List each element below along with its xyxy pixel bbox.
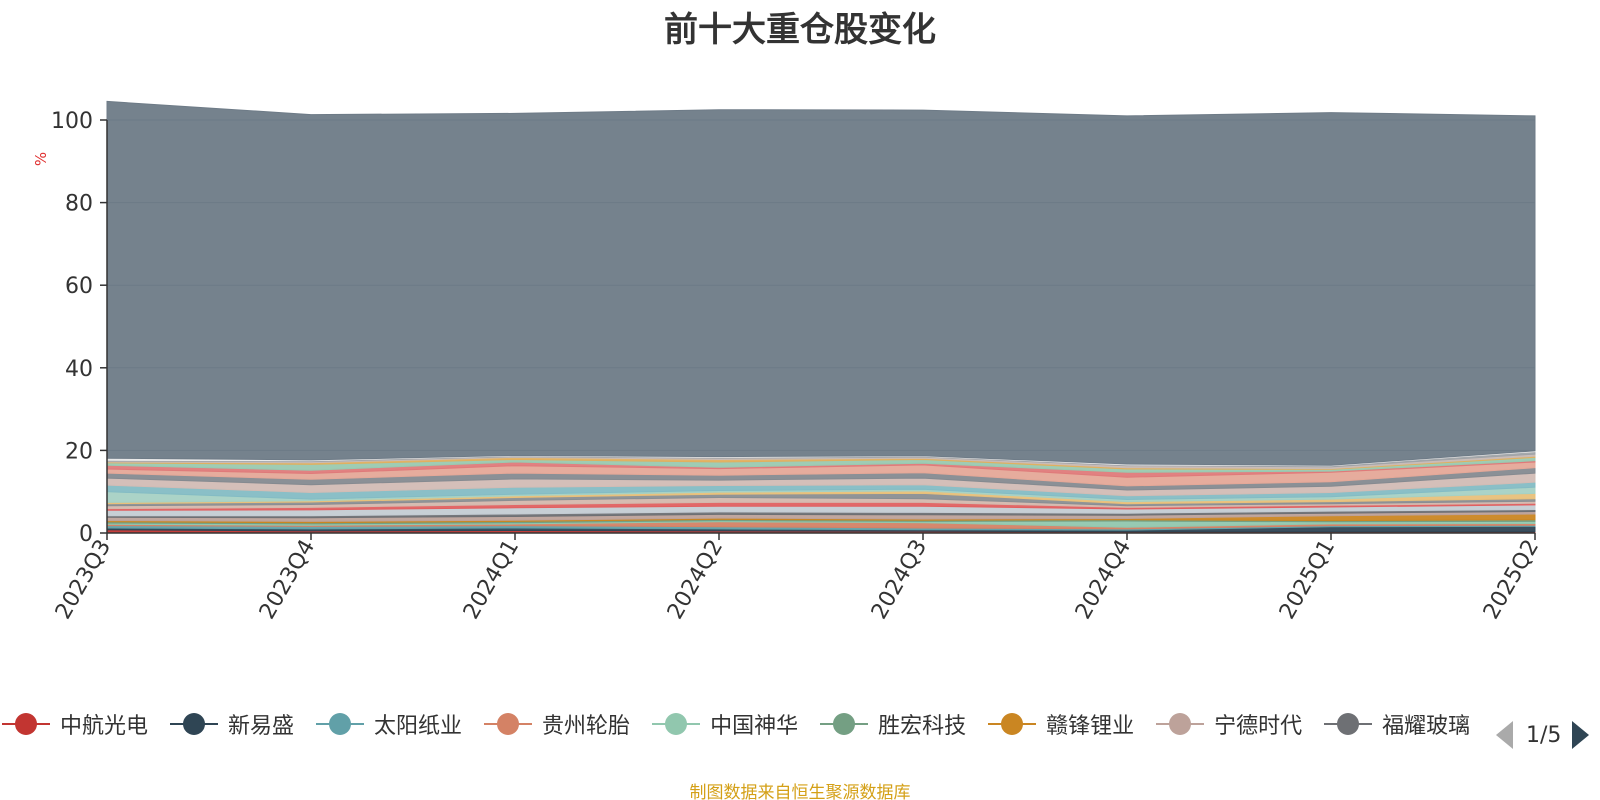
legend-item[interactable]: 宁德时代 [1156,706,1302,742]
legend-marker-icon [1324,712,1373,736]
x-tick-label: 2024Q3 [867,536,932,624]
legend-marker-dot [833,713,856,735]
chart-title: 前十大重仓股变化 [664,10,936,50]
area-chart: 0 20 40 60 80 100 2023Q3 2023Q4 2024Q1 2024Q2 2024… [51,100,1544,624]
y-tick-label: 80 [65,192,93,217]
legend-item[interactable]: 中航光电 [2,706,148,742]
legend: 中航光电 新易盛 太阳纸业 贵州轮胎 中国神华 胜宏科技 赣锋锂业 宁德时代 福耀玻璃 [0,706,1480,742]
legend-label: 赣锋锂业 [1046,714,1135,739]
x-tick-label: 2024Q4 [1071,536,1136,624]
legend-label: 太阳纸业 [374,714,463,739]
legend-marker-dot [15,713,37,735]
data-source-note: 制图数据来自恒生聚源数据库 [689,783,911,800]
legend-label: 中航光电 [60,714,149,739]
x-tick-label: 2023Q4 [255,536,320,624]
y-tick-label: 100 [51,109,93,134]
legend-marker-icon [820,712,869,736]
legend-marker-icon [2,712,50,736]
x-tick-label: 2024Q2 [663,536,728,624]
legend-marker-dot [1001,713,1024,735]
legend-item[interactable]: 中国神华 [652,706,798,742]
legend-label: 中国神华 [710,714,799,739]
legend-marker-icon [170,712,219,736]
legend-marker-dot [497,713,520,735]
area-series-25 [106,100,1536,466]
legend-label: 新易盛 [228,714,295,739]
legend-label: 胜宏科技 [878,714,967,739]
y-tick-label: 0 [79,522,93,547]
legend-item[interactable]: 赣锋锂业 [988,706,1134,742]
x-tick-label: 2025Q1 [1275,536,1340,624]
x-tick-label: 2024Q1 [459,536,524,624]
legend-marker-icon [484,712,533,736]
y-tick-label: 40 [65,357,93,382]
legend-marker-dot [665,713,688,735]
y-tick-label: 60 [65,274,93,299]
legend-item[interactable]: 贵州轮胎 [484,706,630,742]
legend-marker-icon [316,712,365,736]
legend-marker-dot [1169,713,1192,735]
legend-label: 贵州轮胎 [542,714,631,739]
legend-item[interactable]: 胜宏科技 [820,706,966,742]
legend-prev-page-icon[interactable] [1496,721,1513,749]
legend-page-indicator: 1/5 [1526,722,1562,748]
legend-label: 福耀玻璃 [1382,714,1471,739]
legend-marker-dot [183,713,206,735]
legend-pager: 1/5 [1496,718,1600,752]
legend-marker-icon [652,712,701,736]
legend-marker-icon [988,712,1037,736]
legend-marker-icon [1156,712,1205,736]
legend-item[interactable]: 福耀玻璃 [1324,706,1470,742]
legend-marker-dot [329,713,352,735]
legend-marker-dot [1337,713,1360,735]
y-tick-label: 20 [65,439,93,464]
legend-item[interactable]: 新易盛 [170,706,294,742]
x-tick-label: 2023Q3 [51,536,116,624]
legend-next-page-icon[interactable] [1572,721,1590,749]
stacked-areas [106,100,1536,534]
x-tick-label: 2025Q2 [1479,536,1544,624]
legend-label: 宁德时代 [1214,714,1303,739]
legend-item[interactable]: 太阳纸业 [316,706,462,742]
